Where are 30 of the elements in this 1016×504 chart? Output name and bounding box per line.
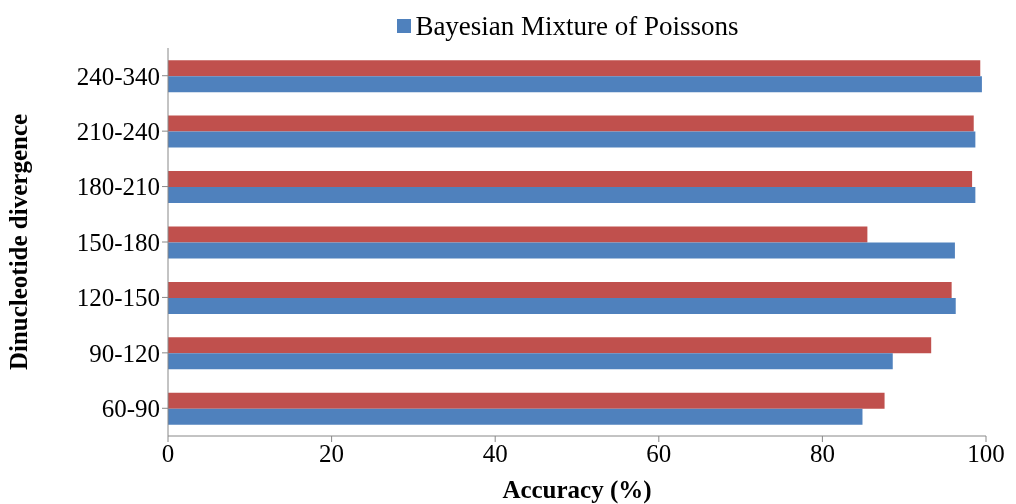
bar: [168, 187, 976, 204]
y-tick-label: 180-210: [76, 173, 160, 201]
legend-label: Bayesian Mixture of Poissons: [415, 10, 739, 42]
bar: [168, 60, 981, 77]
y-tick-label: 60-90: [101, 395, 160, 423]
y-tick-label: 240-340: [76, 62, 160, 90]
y-tick-label: 90-120: [89, 339, 160, 367]
bar: [168, 281, 952, 298]
x-tick-label: 80: [809, 439, 835, 467]
x-tick-label: 40: [482, 439, 508, 467]
bar: [168, 408, 863, 425]
y-tick-label: 120-150: [76, 284, 160, 312]
bar: [168, 337, 932, 354]
x-tick-label: 100: [967, 439, 1005, 467]
bar: [168, 242, 955, 259]
x-tick-label: 0: [161, 439, 175, 467]
y-axis-title: Dinucleotide divergence: [4, 113, 32, 371]
bar: [168, 131, 976, 148]
bar: [168, 171, 973, 188]
x-tick-label: 60: [646, 439, 672, 467]
y-tick-label: 210-240: [76, 118, 160, 146]
x-tick-label: 20: [319, 439, 345, 467]
bar: [168, 353, 893, 370]
bar: [168, 226, 868, 243]
bar: [168, 115, 974, 132]
x-axis-title: Accuracy (%): [502, 475, 652, 504]
bar: [168, 297, 956, 314]
y-tick-label: 150-180: [76, 228, 160, 256]
bar: [168, 76, 982, 93]
bar: [168, 392, 885, 409]
